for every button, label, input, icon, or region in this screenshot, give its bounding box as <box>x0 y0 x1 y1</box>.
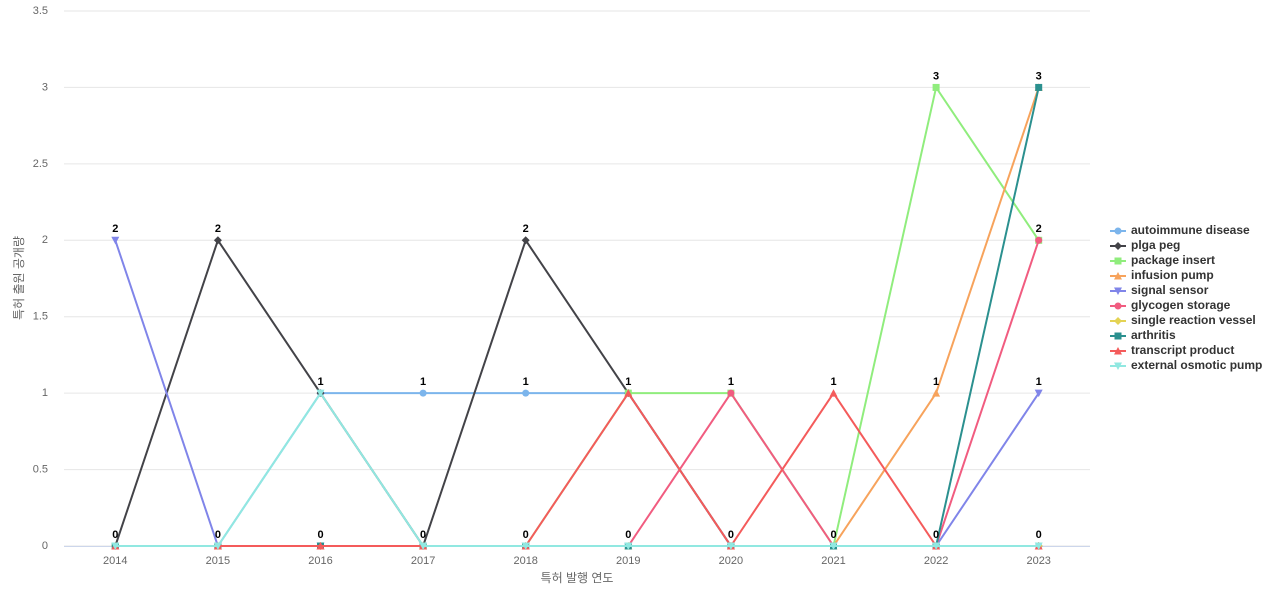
data-label: 0 <box>317 529 323 541</box>
data-label: 1 <box>830 376 836 388</box>
legend-label: plga peg <box>1131 238 1180 252</box>
y-tick-label: 1.5 <box>33 311 48 323</box>
y-tick-label: 1 <box>42 387 48 399</box>
point <box>1034 542 1043 550</box>
legend-label: signal sensor <box>1131 283 1209 297</box>
legend-marker <box>1114 257 1122 265</box>
legend-marker <box>1114 272 1122 280</box>
data-label: 0 <box>523 529 529 541</box>
data-label: 2 <box>523 223 529 235</box>
legend-label: transcript product <box>1131 343 1234 357</box>
point <box>419 389 427 397</box>
data-label: 1 <box>420 376 426 388</box>
point <box>829 542 838 550</box>
point <box>419 542 428 550</box>
point <box>932 542 941 550</box>
legend-label: package insert <box>1131 253 1215 267</box>
data-label: 2 <box>112 223 118 235</box>
point <box>624 389 633 397</box>
data-label: 1 <box>728 376 734 388</box>
legend-marker <box>1114 302 1122 310</box>
legend-label: infusion pump <box>1131 268 1214 282</box>
legend-marker <box>1114 242 1122 250</box>
data-label: 3 <box>1036 70 1042 82</box>
point <box>213 236 222 245</box>
data-label: 1 <box>933 376 939 388</box>
legend-marker <box>1114 287 1122 295</box>
data-label: 0 <box>728 529 734 541</box>
series <box>111 389 1043 550</box>
data-label: 2 <box>215 223 221 235</box>
point <box>316 542 325 550</box>
legend-marker <box>1114 227 1122 235</box>
point <box>932 389 941 397</box>
legend-label: arthritis <box>1131 328 1176 342</box>
data-label: 0 <box>830 529 836 541</box>
x-tick-label: 2016 <box>308 555 332 567</box>
data-label: 0 <box>420 529 426 541</box>
point <box>316 389 325 398</box>
legend-marker <box>1114 332 1122 340</box>
x-tick-label: 2023 <box>1026 555 1050 567</box>
point <box>111 542 120 550</box>
legend-marker <box>1114 362 1122 370</box>
x-tick-label: 2018 <box>513 555 537 567</box>
point <box>1035 236 1043 244</box>
y-tick-label: 2 <box>42 234 48 246</box>
y-tick-label: 2.5 <box>33 158 48 170</box>
data-label: 1 <box>625 376 631 388</box>
x-tick-label: 2015 <box>206 555 230 567</box>
point <box>1035 83 1043 91</box>
data-label: 1 <box>523 376 529 388</box>
x-axis-title: 특허 발행 연도 <box>541 570 614 585</box>
x-tick-label: 2020 <box>719 555 743 567</box>
line <box>115 391 1039 548</box>
data-label: 0 <box>112 529 118 541</box>
data-label: 0 <box>625 529 631 541</box>
point <box>727 389 735 397</box>
y-tick-label: 0 <box>42 540 48 552</box>
legend-label: autoimmune disease <box>1131 223 1250 237</box>
point <box>111 236 120 245</box>
y-tick-label: 0.5 <box>33 463 48 475</box>
x-tick-label: 2014 <box>103 555 127 567</box>
y-axis-title: 특허 출원 공개량 <box>12 236 26 320</box>
data-label: 1 <box>317 376 323 388</box>
point <box>521 236 530 245</box>
legend-marker <box>1114 347 1122 355</box>
data-label: 2 <box>1036 223 1042 235</box>
legend-marker <box>1114 317 1122 325</box>
line <box>115 391 1039 547</box>
legend-label: glycogen storage <box>1131 298 1231 312</box>
point <box>521 542 530 550</box>
data-label: 0 <box>1036 529 1042 541</box>
point <box>624 542 633 550</box>
x-tick-label: 2017 <box>411 555 435 567</box>
data-label: 0 <box>215 529 221 541</box>
data-label: 1 <box>1036 376 1042 388</box>
x-tick-label: 2021 <box>821 555 845 567</box>
legend-label: single reaction vessel <box>1131 313 1256 327</box>
y-tick-label: 3.5 <box>33 5 48 17</box>
data-label: 3 <box>933 70 939 82</box>
point <box>932 83 940 91</box>
point <box>726 542 735 550</box>
data-label: 0 <box>933 529 939 541</box>
point <box>522 389 530 397</box>
point <box>213 542 222 550</box>
x-tick-label: 2019 <box>616 555 640 567</box>
legend-label: external osmotic pump <box>1131 358 1262 372</box>
point <box>829 389 838 397</box>
y-tick-label: 3 <box>42 81 48 93</box>
x-tick-label: 2022 <box>924 555 948 567</box>
point <box>1034 389 1043 398</box>
